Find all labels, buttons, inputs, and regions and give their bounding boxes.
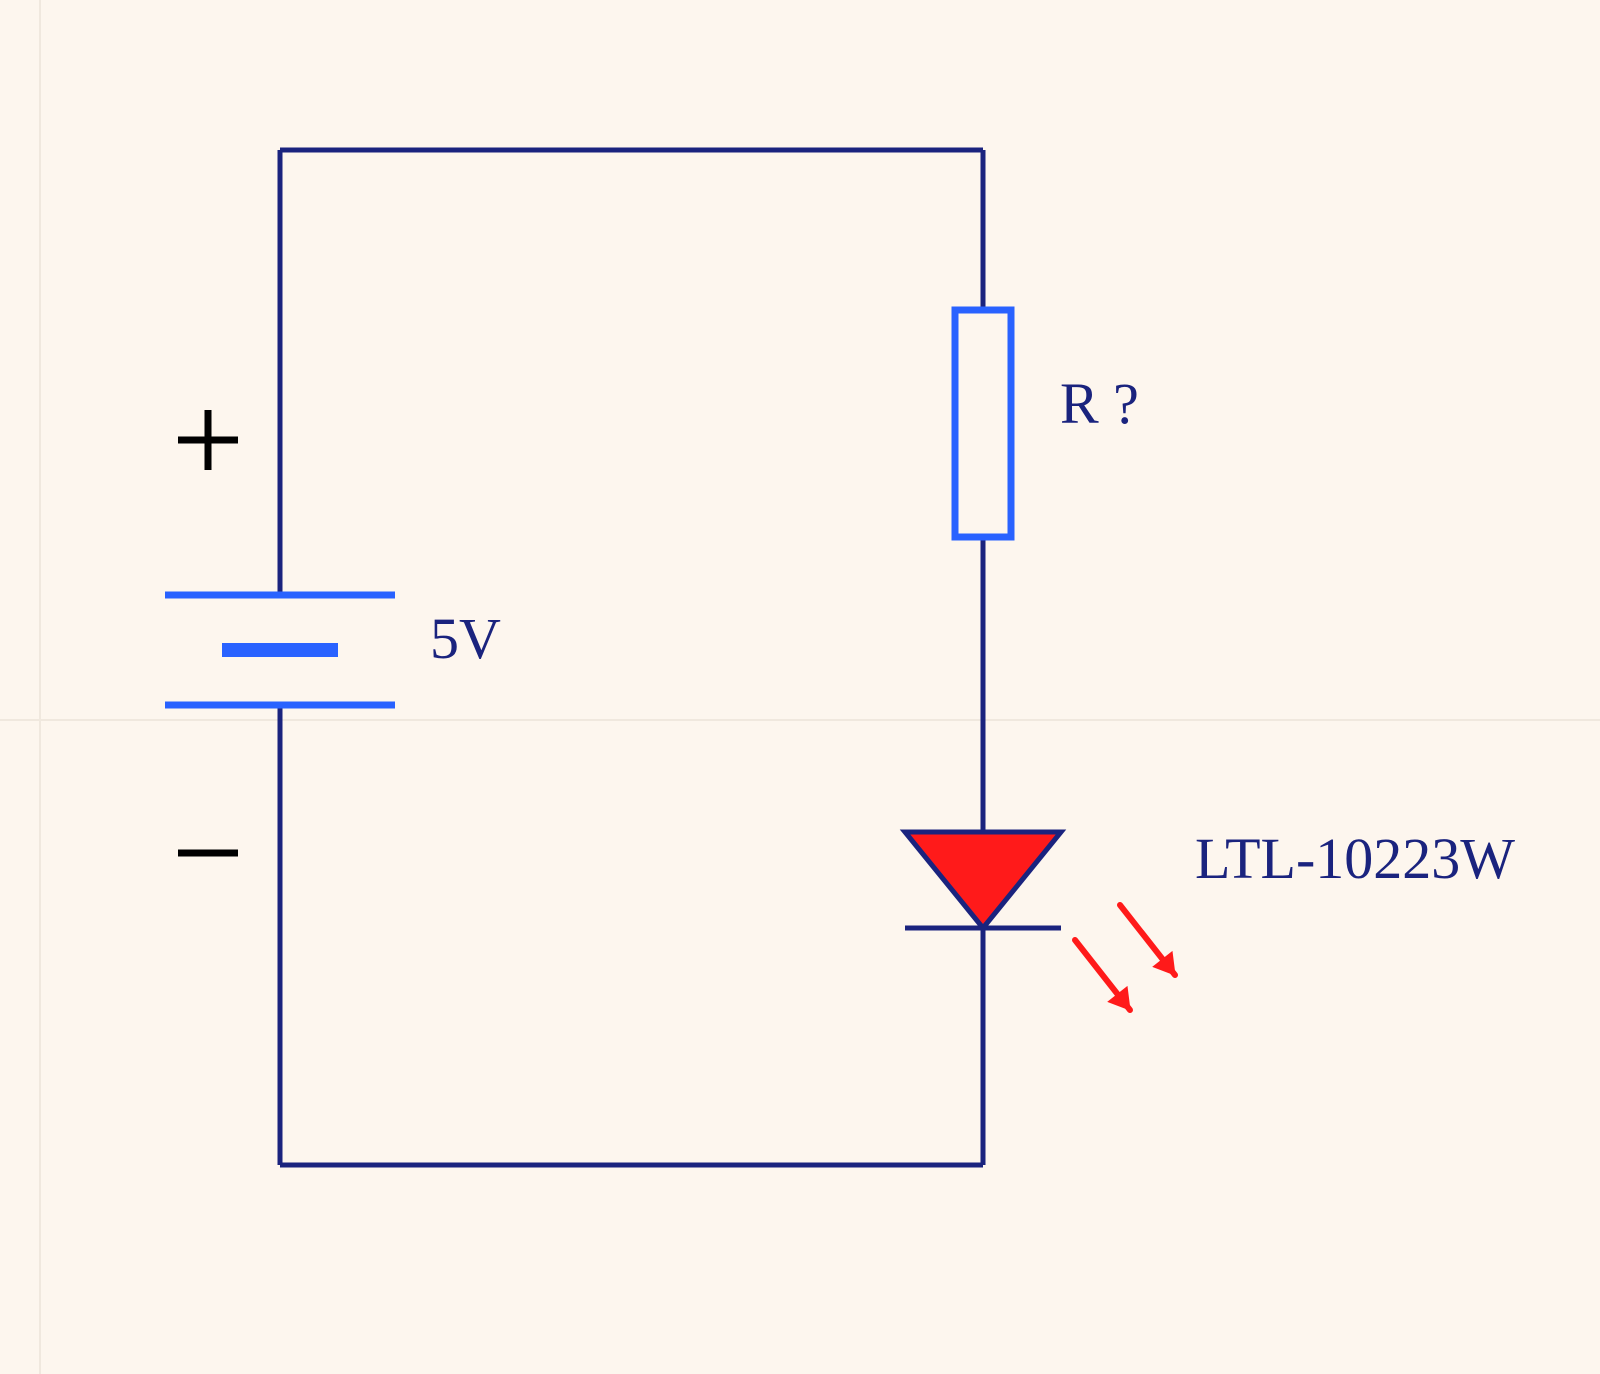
- led-part-label: LTL-10223W: [1195, 825, 1515, 892]
- voltage-label: 5V: [430, 605, 501, 672]
- resistor-label: R ?: [1060, 370, 1139, 437]
- circuit-schematic: [0, 0, 1600, 1374]
